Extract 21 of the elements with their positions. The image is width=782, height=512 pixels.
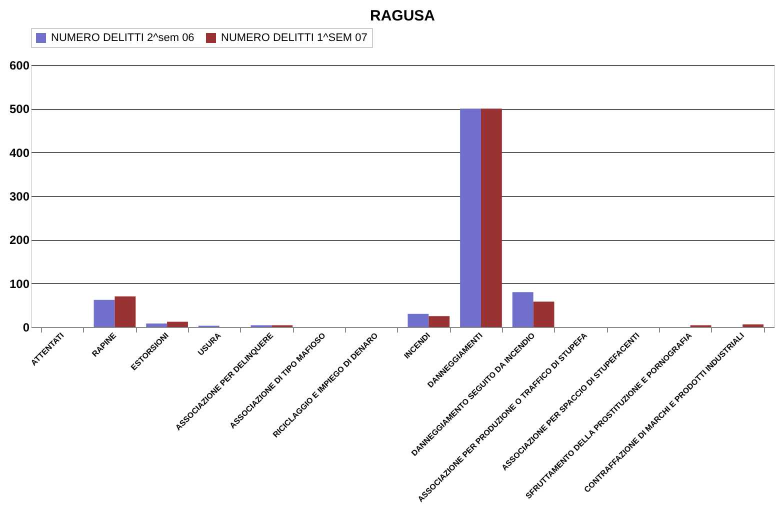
- y-tick-label: 100: [9, 276, 30, 291]
- bar: [114, 296, 136, 327]
- bar: [94, 300, 115, 327]
- bar: [512, 292, 534, 327]
- y-tick-label: 400: [9, 146, 30, 160]
- bar: [742, 324, 764, 327]
- legend-label: NUMERO DELITTI 1^SEM 07: [221, 32, 368, 44]
- y-tick-label: 300: [9, 190, 30, 204]
- chart-title: RAGUSA: [370, 8, 436, 24]
- bar: [167, 322, 188, 327]
- y-tick-label: 0: [22, 320, 30, 334]
- legend-label: NUMERO DELITTI 2^sem 06: [51, 32, 194, 44]
- bar: [408, 314, 429, 327]
- bar: [480, 108, 502, 327]
- y-tick-label: 200: [9, 233, 30, 248]
- y-tick-label: 600: [9, 58, 30, 72]
- bar: [428, 316, 450, 327]
- bar: [533, 302, 554, 327]
- bar: [146, 324, 168, 327]
- bar: [460, 108, 481, 327]
- y-tick-label: 500: [9, 102, 30, 116]
